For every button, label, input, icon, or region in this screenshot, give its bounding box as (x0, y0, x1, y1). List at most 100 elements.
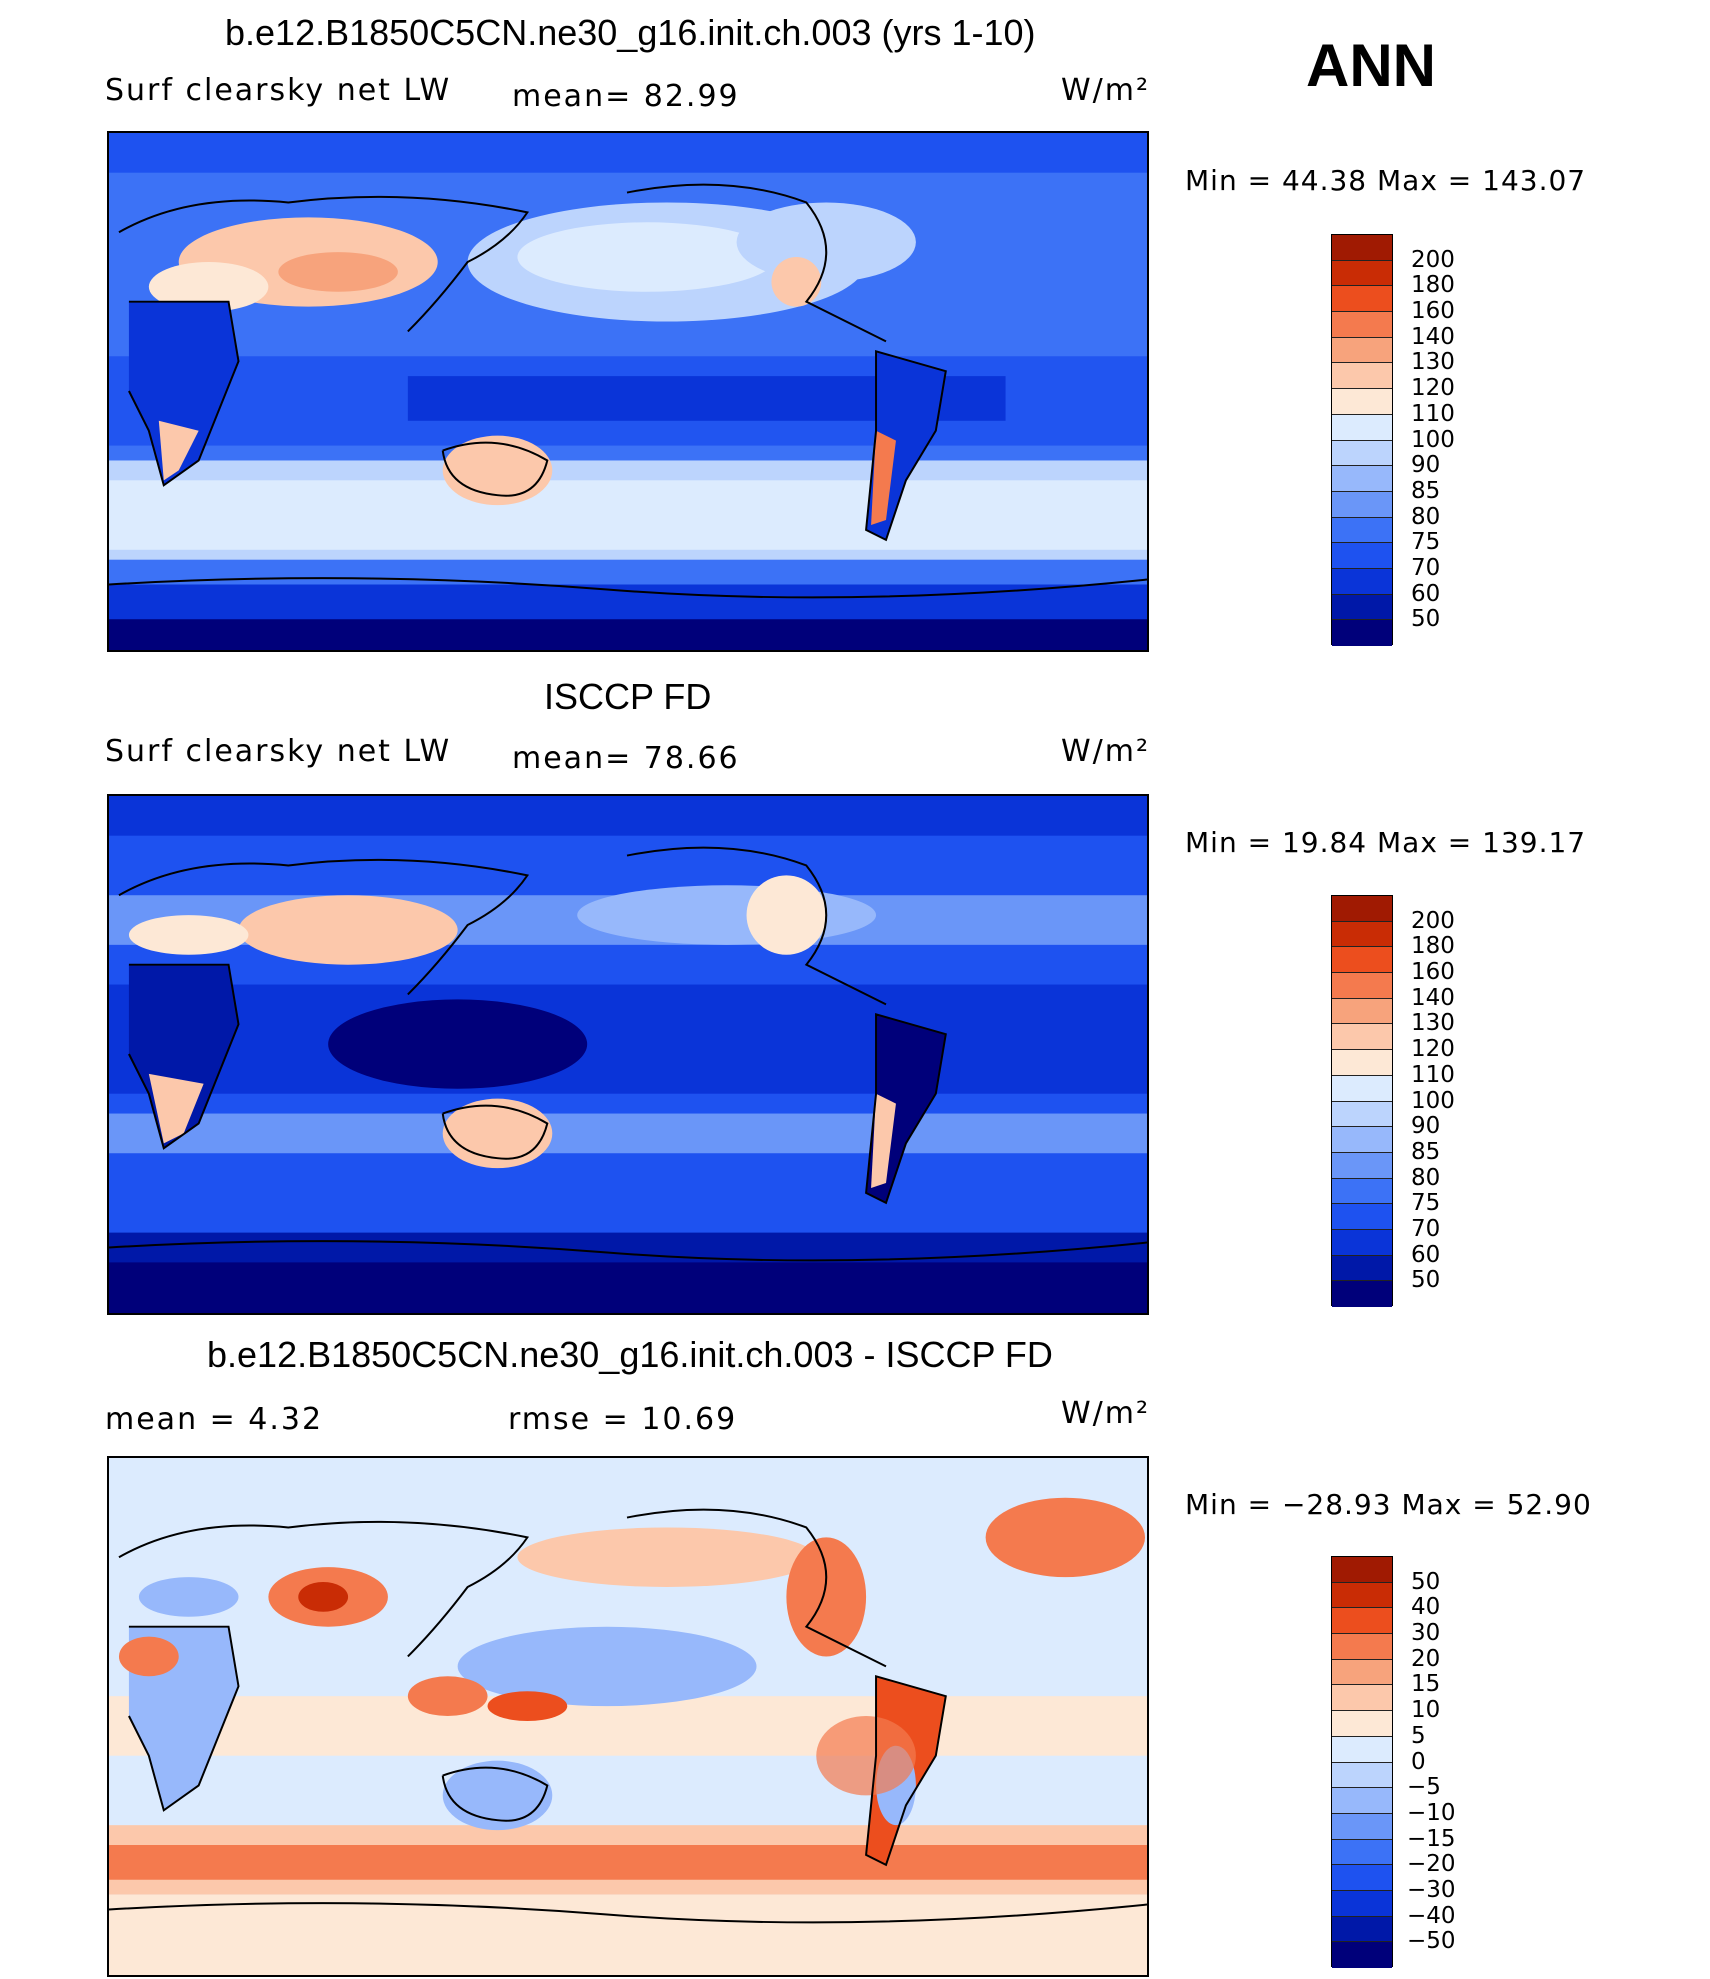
colorbar-label: 160 (1411, 959, 1455, 986)
colorbar-swatch (1332, 1281, 1392, 1307)
colorbar-swatch (1332, 1736, 1392, 1763)
colorbar-label: 70 (1411, 1215, 1441, 1242)
colorbar-swatch (1332, 1890, 1392, 1917)
colorbar-label: 70 (1411, 554, 1441, 581)
panel2-colorbar (1331, 895, 1393, 1307)
colorbar-label: 200 (1411, 246, 1455, 273)
colorbar-label: 100 (1411, 426, 1455, 453)
colorbar-swatch (1332, 594, 1392, 621)
colorbar-label: 85 (1411, 477, 1441, 504)
panel1-map-svg (109, 133, 1147, 650)
colorbar-swatch (1332, 1024, 1392, 1051)
colorbar-label: 120 (1411, 375, 1455, 402)
colorbar-swatch (1332, 414, 1392, 441)
colorbar-swatch (1332, 466, 1392, 492)
colorbar-label: 180 (1411, 272, 1455, 299)
panel3-mean: mean = 4.32 (105, 1402, 324, 1437)
colorbar-swatch (1332, 491, 1392, 518)
colorbar-swatch (1332, 1204, 1392, 1230)
colorbar-label: 160 (1411, 298, 1455, 325)
colorbar-swatch (1332, 235, 1392, 261)
panel2-variable: Surf clearsky net LW (105, 734, 452, 769)
colorbar-label: 75 (1411, 1190, 1441, 1217)
colorbar-label: 75 (1411, 529, 1441, 556)
colorbar-label: −50 (1407, 1928, 1456, 1955)
panel3-colorbar (1331, 1556, 1393, 1968)
panel1-colorbar (1331, 234, 1393, 646)
colorbar-swatch (1332, 947, 1392, 974)
colorbar-label: −30 (1407, 1876, 1456, 1903)
colorbar-label: 120 (1411, 1036, 1455, 1063)
colorbar-swatch (1332, 1608, 1392, 1635)
colorbar-swatch (1332, 1229, 1392, 1256)
colorbar-swatch (1332, 363, 1392, 390)
colorbar-label: 60 (1411, 580, 1441, 607)
colorbar-swatch (1332, 1127, 1392, 1153)
colorbar-swatch (1332, 1659, 1392, 1686)
colorbar-label: 180 (1411, 933, 1455, 960)
colorbar-swatch (1332, 440, 1392, 467)
colorbar-swatch (1332, 1788, 1392, 1814)
colorbar-label: 130 (1411, 1010, 1455, 1037)
colorbar-label: 100 (1411, 1087, 1455, 1114)
colorbar-label: 40 (1411, 1594, 1441, 1621)
colorbar-swatch (1332, 1711, 1392, 1737)
colorbar-label: −10 (1407, 1799, 1456, 1826)
colorbar-swatch (1332, 1762, 1392, 1789)
colorbar-swatch (1332, 973, 1392, 999)
panel2-units: W/m² (1061, 734, 1151, 769)
colorbar-swatch (1332, 620, 1392, 646)
colorbar-swatch (1332, 1916, 1392, 1943)
colorbar-swatch (1332, 260, 1392, 287)
panel1-units: W/m² (1061, 73, 1151, 108)
panel3-map (107, 1456, 1149, 1977)
colorbar-swatch (1332, 389, 1392, 415)
colorbar-swatch (1332, 1178, 1392, 1205)
colorbar-swatch (1332, 1685, 1392, 1712)
colorbar-label: 30 (1411, 1620, 1441, 1647)
panel2-map-svg (109, 796, 1147, 1313)
colorbar-label: 110 (1411, 400, 1455, 427)
colorbar-swatch (1332, 1255, 1392, 1282)
colorbar-label: 50 (1411, 606, 1441, 633)
colorbar-label: 50 (1411, 1267, 1441, 1294)
colorbar-label: 110 (1411, 1061, 1455, 1088)
colorbar-label: 140 (1411, 323, 1455, 350)
colorbar-swatch (1332, 1075, 1392, 1102)
panel3-title: b.e12.B1850C5CN.ne30_g16.init.ch.003 - I… (207, 1334, 1053, 1375)
colorbar-swatch (1332, 1582, 1392, 1609)
colorbar-swatch (1332, 1557, 1392, 1583)
colorbar-swatch (1332, 543, 1392, 569)
panel2-minmax: Min = 19.84 Max = 139.17 (1185, 826, 1587, 859)
colorbar-swatch (1332, 1942, 1392, 1968)
panel2-mean: mean= 78.66 (512, 741, 740, 776)
colorbar-label: −20 (1407, 1851, 1456, 1878)
colorbar-swatch (1332, 286, 1392, 313)
colorbar-swatch (1332, 568, 1392, 595)
panel1-mean: mean= 82.99 (512, 79, 740, 114)
colorbar-label: −40 (1407, 1902, 1456, 1929)
colorbar-label: 5 (1411, 1722, 1426, 1749)
colorbar-label: 90 (1411, 452, 1441, 479)
colorbar-swatch (1332, 1152, 1392, 1179)
colorbar-swatch (1332, 1813, 1392, 1840)
colorbar-label: 85 (1411, 1138, 1441, 1165)
panel3-minmax: Min = −28.93 Max = 52.90 (1185, 1488, 1592, 1521)
colorbar-swatch (1332, 1101, 1392, 1128)
colorbar-swatch (1332, 337, 1392, 364)
colorbar-label: 130 (1411, 349, 1455, 376)
colorbar-label: −5 (1407, 1774, 1441, 1801)
colorbar-swatch (1332, 312, 1392, 338)
colorbar-swatch (1332, 1050, 1392, 1076)
panel1-variable: Surf clearsky net LW (105, 73, 452, 108)
colorbar-swatch (1332, 1865, 1392, 1891)
panel1-map (107, 131, 1149, 652)
colorbar-swatch (1332, 517, 1392, 544)
colorbar-label: 200 (1411, 907, 1455, 934)
colorbar-swatch (1332, 1839, 1392, 1866)
panel1-minmax: Min = 44.38 Max = 143.07 (1185, 164, 1587, 197)
colorbar-label: 20 (1411, 1645, 1441, 1672)
colorbar-label: −15 (1407, 1825, 1456, 1852)
colorbar-swatch (1332, 1634, 1392, 1660)
panel2-title: ISCCP FD (544, 676, 712, 717)
